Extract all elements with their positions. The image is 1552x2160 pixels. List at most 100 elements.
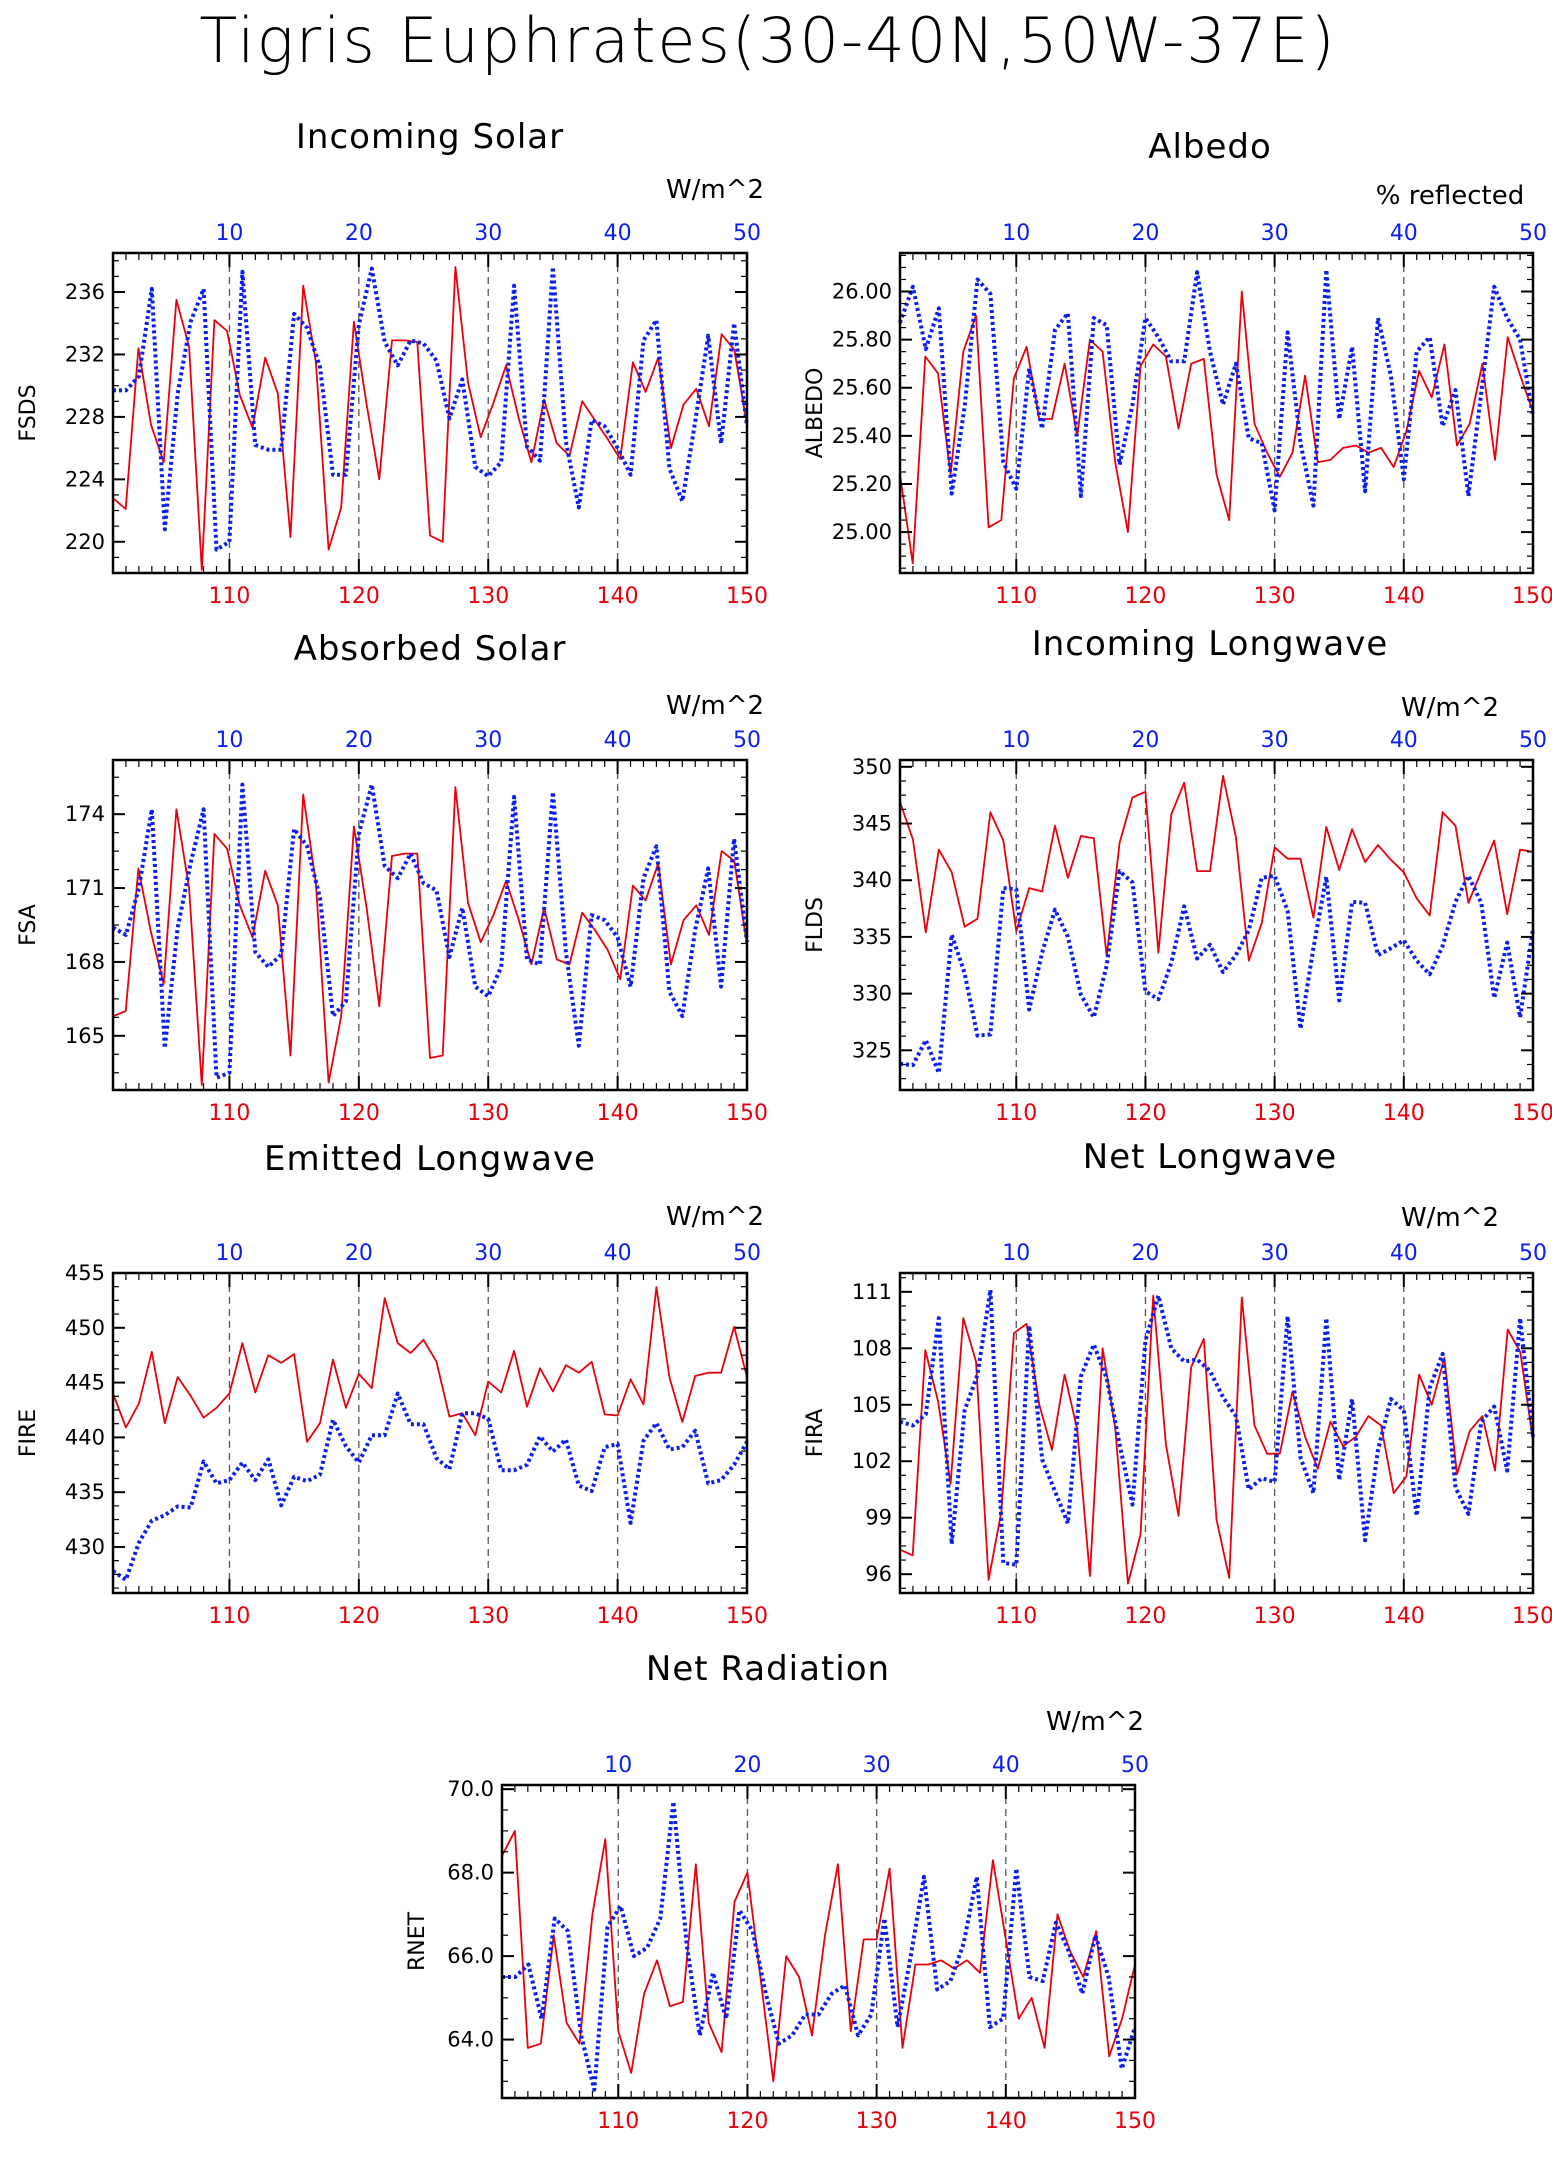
chart-title: Incoming Longwave [1032,624,1389,664]
x-tick-label-bottom: 150 [726,1604,768,1629]
y-tick-label: 440 [65,1425,105,1449]
red-series-line [899,775,1534,962]
x-tick-label-top: 40 [604,221,632,246]
red-series-line [899,1294,1534,1585]
x-tick-label-top: 50 [733,221,761,246]
y-tick-label: 224 [65,467,105,491]
x-tick-label-top: 10 [215,728,243,753]
y-tick-label: 340 [852,868,892,892]
blue-series-line [899,869,1535,1075]
y-tick-label: 330 [852,982,892,1006]
y-axis-label: FLDS [803,897,828,953]
x-tick-label-bottom: 120 [338,1101,380,1126]
x-tick-label-bottom: 140 [985,2109,1027,2134]
x-tick-label-top: 40 [1390,728,1418,753]
x-tick-label-top: 50 [1519,1241,1547,1266]
x-tick-label-bottom: 120 [1124,1101,1166,1126]
y-tick-label: 25.00 [832,520,892,544]
y-axis-label: FIRA [803,1409,828,1458]
unit-label: W/m^2 [666,1202,764,1232]
y-tick-label: 232 [65,342,105,366]
y-tick-label: 70.0 [447,1777,494,1801]
red-series-line [112,1286,748,1443]
plot-frame [898,251,1535,575]
x-tick-label-top: 30 [474,221,502,246]
x-tick-label-bottom: 140 [1383,1604,1425,1629]
red-series-line [899,290,1534,565]
x-tick-label-top: 10 [215,1241,243,1266]
y-tick-label: 455 [65,1261,105,1285]
y-axis-label: FIRE [16,1409,41,1457]
y-tick-label: 236 [65,280,105,304]
x-tick-label-bottom: 150 [726,584,768,609]
y-tick-label: 450 [65,1316,105,1340]
x-tick-label-bottom: 130 [467,1604,509,1629]
unit-label: W/m^2 [666,175,764,205]
red-series-line [112,266,748,571]
unit-label: W/m^2 [666,691,764,721]
y-tick-label: 66.0 [447,1944,494,1968]
x-tick-label-top: 10 [1002,728,1030,753]
chart-panels: Incoming Solar W/m^2 220 224 228 232 236 110 120… [16,117,1552,2134]
y-tick-label: 25.20 [832,472,892,496]
x-tick-label-top: 30 [474,728,502,753]
x-tick-label-bottom: 140 [1383,584,1425,609]
x-tick-label-bottom: 130 [856,2109,898,2134]
chart-panel-7: Net Radiation W/m^2 64.0 66.0 68.0 70.0 110 120… [405,1649,1156,2134]
x-tick-label-top: 20 [1131,728,1159,753]
x-tick-label-top: 20 [1131,221,1159,246]
x-tick-label-bottom: 110 [208,584,250,609]
x-tick-label-bottom: 110 [995,1604,1037,1629]
blue-series-line [898,267,1535,513]
x-tick-label-top: 40 [1390,1241,1418,1266]
chart-panel-1: Incoming Solar W/m^2 220 224 228 232 236 110 120… [16,117,768,609]
x-tick-label-bottom: 140 [597,1604,639,1629]
x-tick-label-bottom: 110 [995,1101,1037,1126]
x-tick-label-bottom: 110 [208,1604,250,1629]
x-tick-label-bottom: 120 [338,1604,380,1629]
x-tick-label-top: 50 [733,728,761,753]
plot-frame [898,758,1535,1092]
x-tick-label-bottom: 120 [1124,584,1166,609]
y-axis-label: RNET [405,1911,430,1971]
x-tick-label-top: 20 [345,1241,373,1266]
x-tick-label-bottom: 140 [1383,1101,1425,1126]
plot-frame [111,1271,749,1595]
unit-label: W/m^2 [1401,693,1499,723]
y-tick-label: 26.00 [832,279,892,303]
plot-frame [111,251,749,575]
chart-title: Absorbed Solar [294,629,567,669]
x-tick-label-bottom: 110 [208,1101,250,1126]
chart-panel-3: Absorbed Solar W/m^2 165 168 171 174 110 120 130… [16,629,768,1126]
blue-series-line [502,1799,1137,2092]
y-tick-label: 345 [852,812,892,836]
x-tick-label-top: 30 [1261,221,1289,246]
plot-frame [500,1783,1137,2100]
x-tick-label-bottom: 120 [1124,1604,1166,1629]
x-tick-label-top: 40 [1390,221,1418,246]
y-tick-label: 64.0 [447,2028,494,2052]
x-tick-label-top: 10 [1002,221,1030,246]
y-tick-label: 96 [865,1562,892,1586]
unit-label: W/m^2 [1401,1203,1499,1233]
x-tick-label-bottom: 150 [1512,584,1552,609]
chart-title: Albedo [1148,127,1272,167]
x-tick-label-top: 40 [604,728,632,753]
x-tick-label-top: 20 [733,1753,761,1778]
unit-label: W/m^2 [1046,1707,1144,1737]
x-tick-label-bottom: 130 [467,584,509,609]
y-tick-label: 228 [65,405,105,429]
x-tick-label-top: 10 [1002,1241,1030,1266]
y-tick-label: 102 [852,1449,892,1473]
y-tick-label: 168 [65,950,105,974]
chart-title: Net Radiation [646,1649,890,1689]
blue-series-line [111,1391,749,1582]
y-tick-label: 25.40 [832,424,892,448]
y-tick-label: 325 [852,1038,892,1062]
x-tick-label-bottom: 130 [1254,584,1296,609]
y-tick-label: 165 [65,1024,105,1048]
x-tick-label-bottom: 120 [338,584,380,609]
y-tick-label: 445 [65,1371,105,1395]
x-tick-label-top: 20 [1131,1241,1159,1266]
